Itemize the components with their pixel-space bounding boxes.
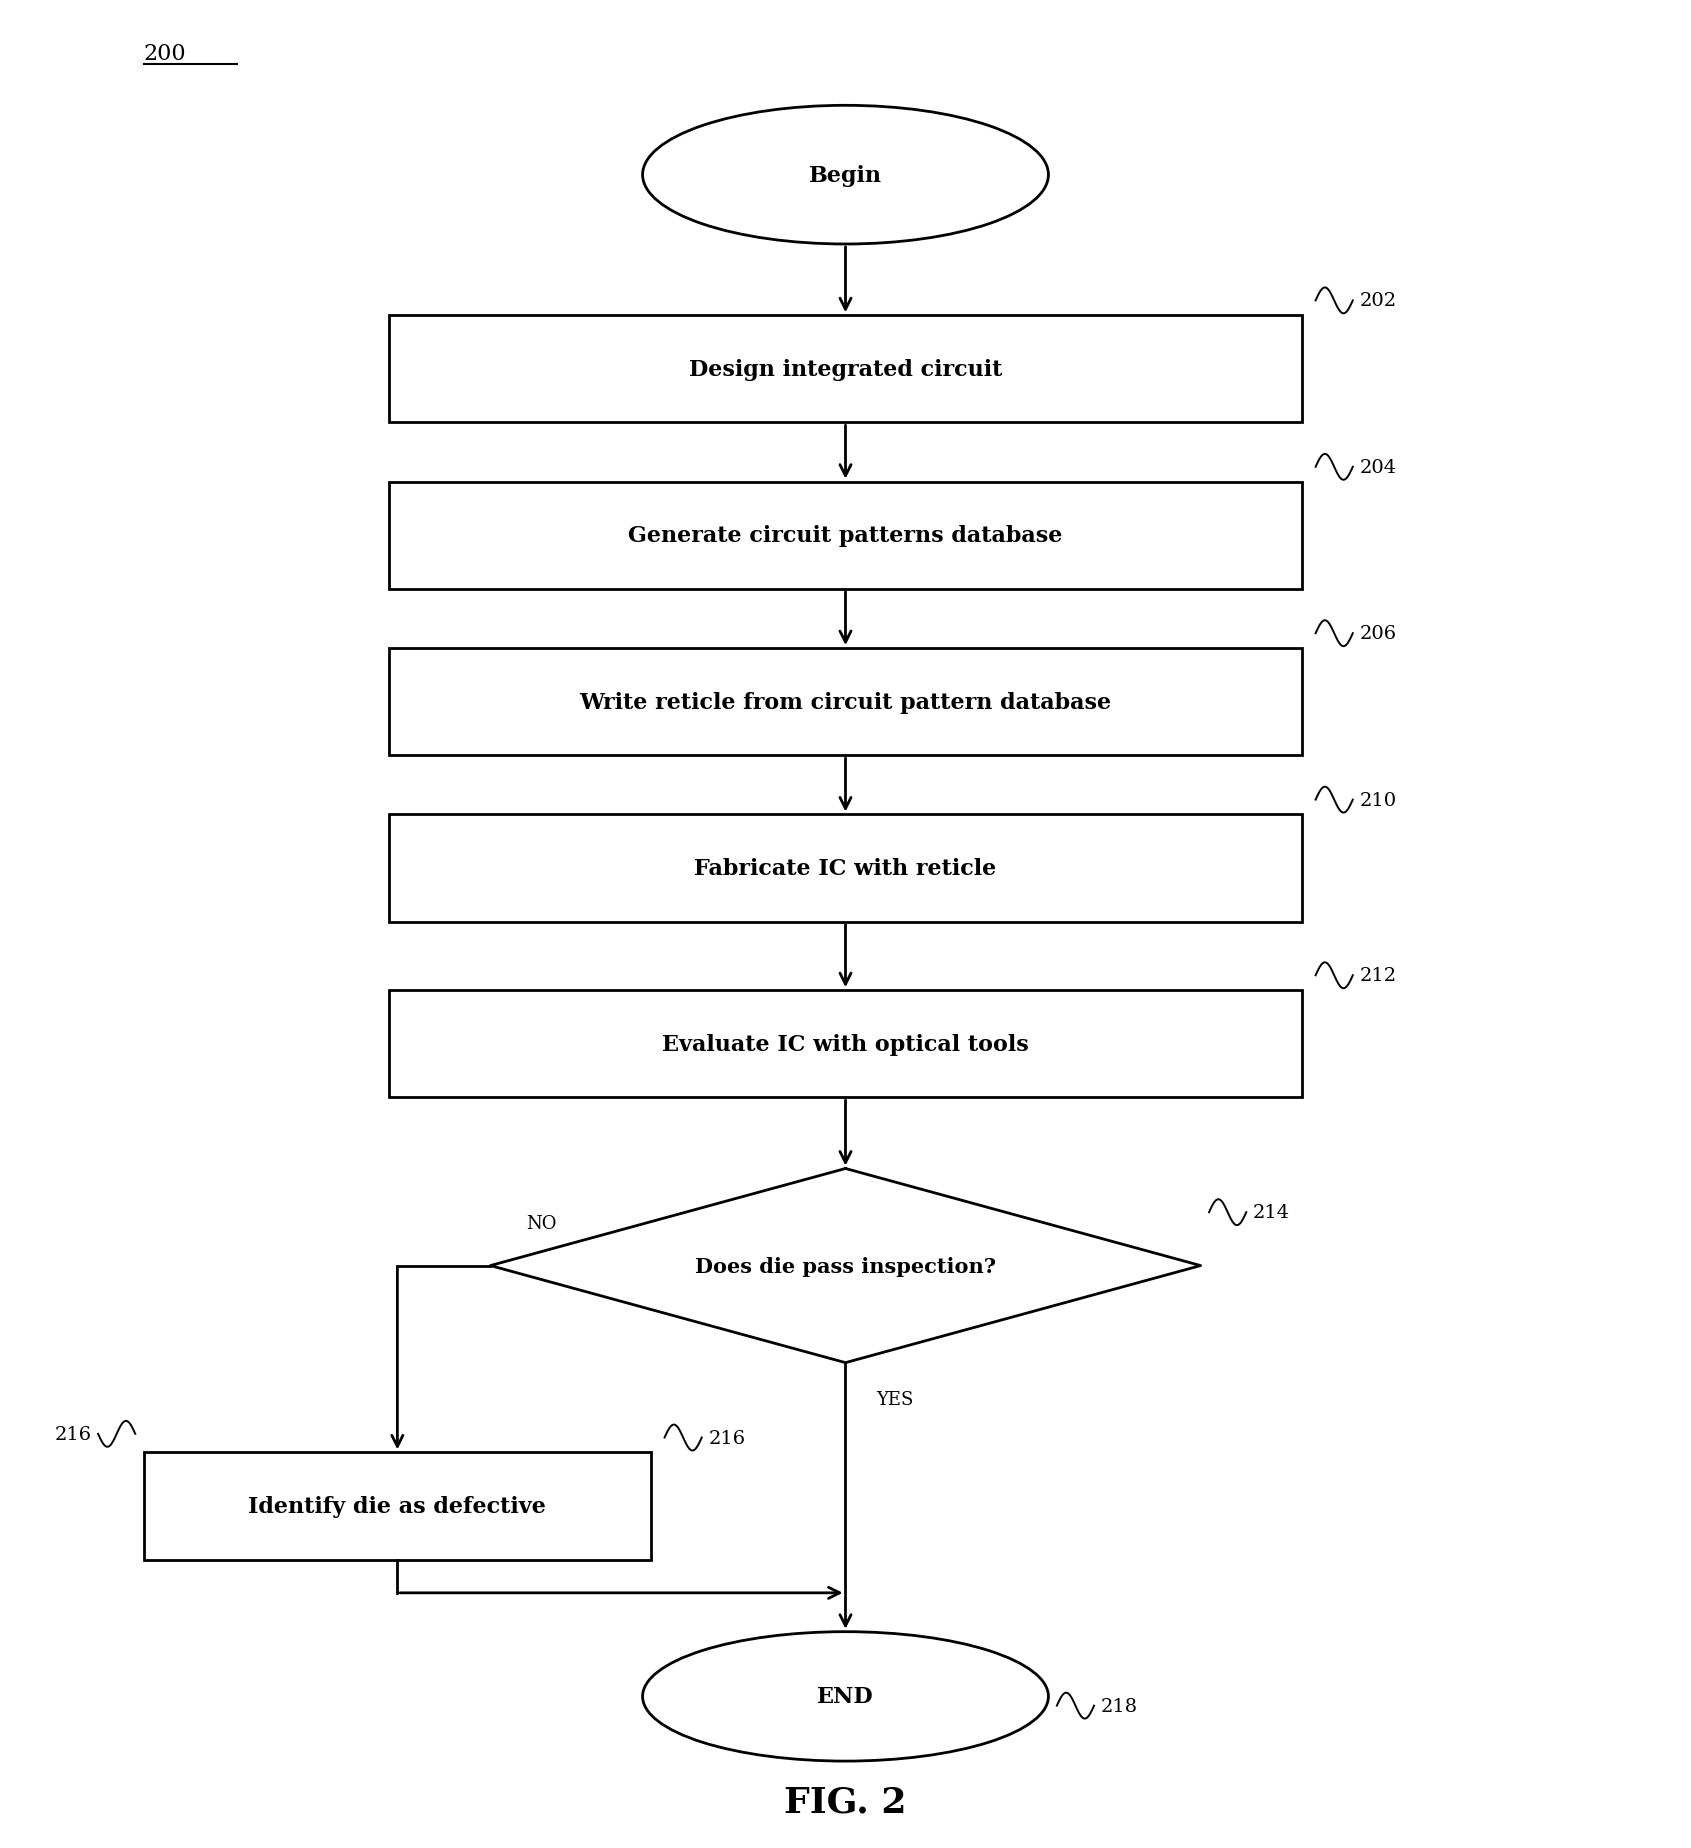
Text: Generate circuit patterns database: Generate circuit patterns database [629, 525, 1062, 547]
Text: Design integrated circuit: Design integrated circuit [688, 359, 1003, 381]
Bar [389, 991, 1302, 1098]
Bar [144, 1453, 651, 1560]
Text: YES: YES [876, 1390, 913, 1408]
Text: 216: 216 [54, 1425, 91, 1443]
Bar [389, 482, 1302, 590]
Text: END: END [817, 1685, 874, 1708]
Text: FIG. 2: FIG. 2 [785, 1785, 906, 1818]
Text: 214: 214 [1253, 1203, 1290, 1222]
Text: Evaluate IC with optical tools: Evaluate IC with optical tools [663, 1033, 1028, 1055]
Text: 216: 216 [709, 1429, 746, 1447]
Text: Identify die as defective: Identify die as defective [249, 1495, 546, 1517]
Text: 206: 206 [1360, 625, 1397, 643]
Text: NO: NO [526, 1214, 556, 1233]
Bar [389, 649, 1302, 756]
Text: Fabricate IC with reticle: Fabricate IC with reticle [695, 857, 996, 880]
Text: 202: 202 [1360, 292, 1397, 310]
Text: 212: 212 [1360, 967, 1397, 985]
Bar [389, 815, 1302, 922]
Text: 218: 218 [1101, 1696, 1138, 1715]
Text: 200: 200 [144, 43, 186, 65]
Text: Write reticle from circuit pattern database: Write reticle from circuit pattern datab… [580, 691, 1111, 713]
Bar [389, 316, 1302, 423]
Text: 210: 210 [1360, 791, 1397, 809]
Text: Does die pass inspection?: Does die pass inspection? [695, 1257, 996, 1275]
Text: Begin: Begin [808, 164, 883, 187]
Text: 204: 204 [1360, 458, 1397, 477]
